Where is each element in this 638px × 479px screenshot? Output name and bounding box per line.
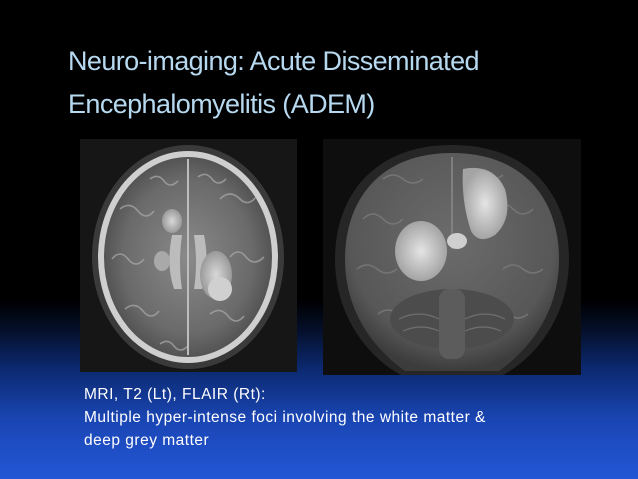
mri-flair-coronal-image (323, 139, 581, 375)
slide-caption: MRI, T2 (Lt), FLAIR (Rt): Multiple hyper… (84, 383, 624, 452)
caption-line-2: Multiple hyper-intense foci involving th… (84, 409, 486, 426)
slide-title-line-2: Encephalomyelitis (ADEM) (68, 89, 375, 119)
caption-line-1: MRI, T2 (Lt), FLAIR (Rt): (84, 386, 266, 403)
mri-t2-axial-image (80, 139, 297, 372)
axial-brain-illustration (80, 139, 297, 372)
slide-title: Neuro-imaging: Acute Disseminated Enceph… (68, 40, 628, 126)
caption-line-3: deep grey matter (84, 432, 210, 449)
coronal-brain-illustration (323, 139, 581, 375)
slide-title-line-1: Neuro-imaging: Acute Disseminated (68, 46, 480, 76)
